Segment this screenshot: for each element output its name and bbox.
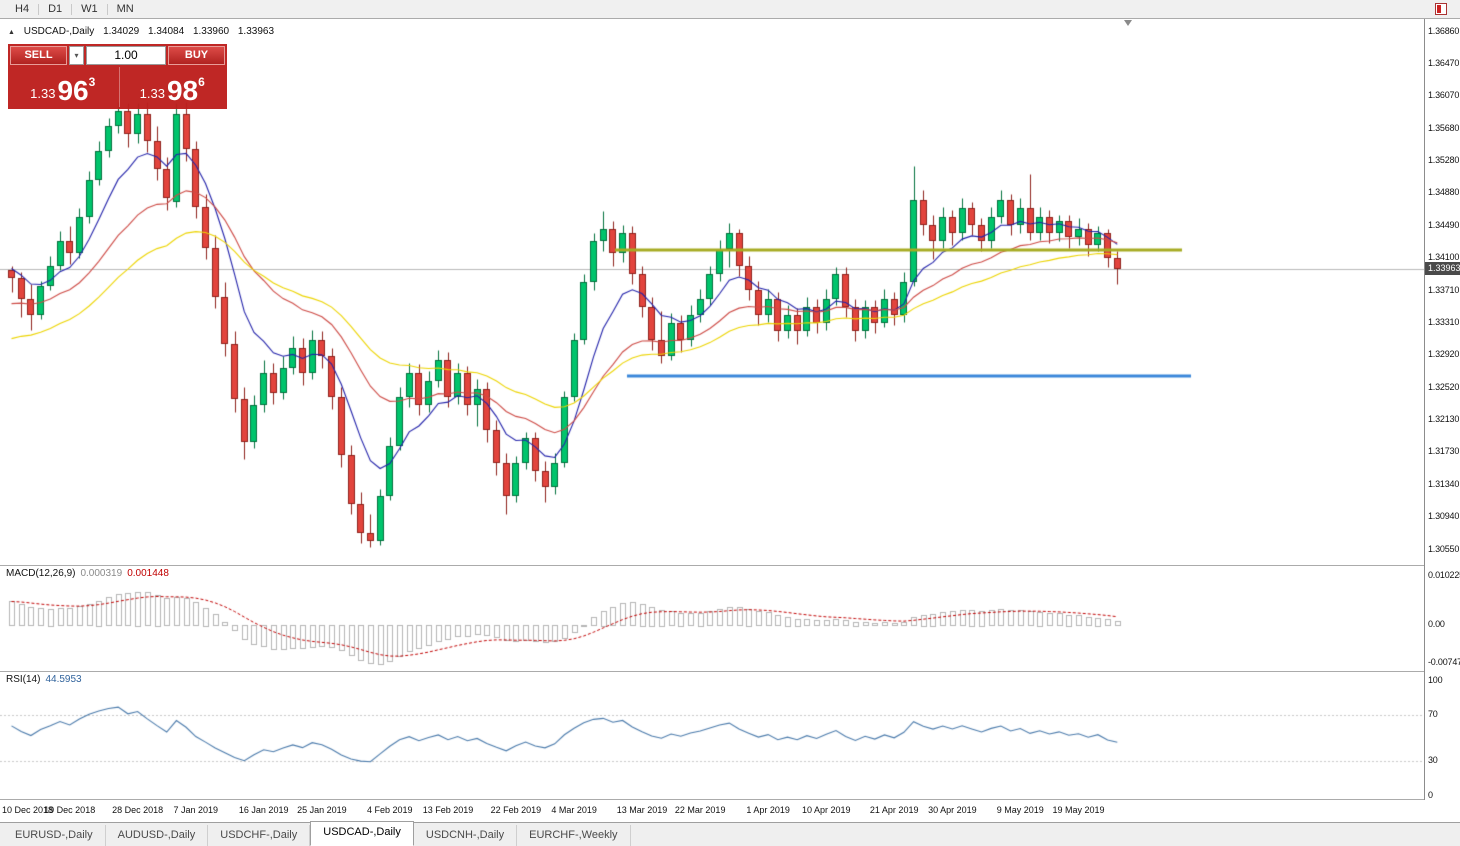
time-axis[interactable]: 10 Dec 2018 19 Dec 2018 28 Dec 2018 7 Jan 2… — [0, 800, 1424, 822]
time-axis-label: 16 Jan 2019 — [238, 805, 289, 815]
tab-usdcad-daily[interactable]: USDCAD-,Daily — [310, 821, 414, 846]
panel-separator[interactable] — [0, 671, 1460, 672]
time-axis-label: 21 Apr 2019 — [869, 805, 919, 815]
current-price-badge: 1.33963 — [1425, 262, 1460, 275]
buy-price-pip-digit: 6 — [198, 75, 205, 89]
price-axis-label: 1.33710 — [1428, 284, 1460, 295]
chart-shift-marker-icon[interactable] — [1124, 20, 1132, 26]
price-axis-label: 1.30940 — [1428, 511, 1460, 522]
rsi-axis-label: 100 — [1428, 674, 1443, 685]
ohlc-open: 1.34029 — [103, 26, 140, 37]
chart-window-icon[interactable] — [1435, 3, 1447, 15]
time-axis-label: 10 Dec 2018 — [2, 805, 54, 815]
time-axis-label: 10 Apr 2019 — [802, 805, 851, 815]
ohlc-high: 1.34084 — [148, 26, 185, 37]
time-axis-label: 1 Apr 2019 — [746, 805, 790, 815]
timeframe-w1-button[interactable]: W1 — [81, 3, 98, 15]
chart-symbol-label: USDCAD-,Daily — [23, 26, 95, 37]
panel-separator[interactable] — [0, 565, 1460, 566]
sell-price-small-digits: 1.33 — [30, 86, 56, 101]
rsi-axis-label: 0 — [1428, 789, 1433, 800]
time-axis-label: 22 Feb 2019 — [490, 805, 542, 815]
tab-eurusd-daily[interactable]: EURUSD-,Daily — [3, 825, 106, 846]
buy-button[interactable]: BUY — [168, 46, 225, 65]
toolbar-separator — [38, 3, 40, 15]
macd-indicator-readout: MACD(12,26,9) 0.000319 0.001448 — [6, 568, 169, 579]
time-axis-label: 13 Mar 2019 — [616, 805, 668, 815]
rsi-axis-label: 30 — [1428, 755, 1438, 765]
price-axis-label: 1.35280 — [1428, 155, 1460, 165]
price-axis-label: 1.31730 — [1428, 446, 1460, 457]
toolbar-separator — [106, 3, 108, 15]
timeframe-toolbar: H4 D1 W1 MN — [0, 0, 1460, 19]
timeframe-d1-button[interactable]: D1 — [48, 3, 63, 15]
one-click-controls-row: SELL ▾ 1.00 BUY — [10, 46, 225, 65]
ohlc-low: 1.33960 — [192, 26, 230, 37]
macd-axis-label: -0.007475 — [1428, 656, 1460, 667]
price-axis-label: 1.34880 — [1428, 187, 1460, 198]
price-axis-label: 1.34490 — [1428, 219, 1460, 230]
sell-button[interactable]: SELL — [10, 46, 67, 65]
one-click-trading-panel: SELL ▾ 1.00 BUY 1.33 96 3 1.33 98 6 — [8, 44, 227, 109]
price-axis-label: 1.31340 — [1428, 478, 1460, 489]
panel-separator[interactable] — [0, 799, 1460, 800]
chart-tab-bar: EURUSD-,Daily AUDUSD-,Daily USDCHF-,Daily U… — [0, 821, 1460, 846]
time-axis-label: 25 Jan 2019 — [297, 805, 347, 815]
buy-price-display[interactable]: 1.33 98 6 — [118, 67, 226, 107]
rsi-value: 44.5953 — [45, 674, 82, 685]
ohlc-close: 1.33963 — [237, 26, 275, 37]
chart-ohlc-readout: ▲ USDCAD-,Daily 1.34029 1.34084 1.33960 … — [8, 26, 280, 37]
tab-eurchf-weekly[interactable]: EURCHF-,Weekly — [517, 825, 631, 846]
macd-main-value: 0.000319 — [80, 568, 123, 579]
time-axis-label: 30 Apr 2019 — [928, 805, 977, 815]
time-axis-label: 19 Dec 2018 — [44, 805, 96, 815]
price-axis-label: 1.30550 — [1428, 543, 1460, 554]
timeframe-mn-button[interactable]: MN — [116, 3, 134, 15]
time-axis-label: 19 May 2019 — [1052, 805, 1105, 815]
sell-price-pip-digit: 3 — [88, 75, 96, 89]
buy-price-small-digits: 1.33 — [139, 86, 165, 101]
price-axis-label: 1.33310 — [1428, 316, 1460, 327]
rsi-title: RSI(14) — [6, 674, 41, 685]
time-axis-label: 28 Dec 2018 — [112, 805, 164, 815]
tab-audusd-daily[interactable]: AUDUSD-,Daily — [106, 825, 209, 846]
price-axis-label: 1.36470 — [1428, 57, 1460, 68]
buy-price-big-digits: 98 — [166, 75, 199, 107]
time-axis-label: 4 Mar 2019 — [551, 805, 597, 815]
one-click-quotes-row: 1.33 96 3 1.33 98 6 — [10, 67, 225, 107]
one-click-collapse-arrow-icon[interactable]: ▲ — [8, 29, 15, 36]
price-axis-label: 1.35680 — [1428, 122, 1460, 133]
sell-price-big-digits: 96 — [57, 75, 89, 107]
rsi-axis-label: 70 — [1428, 709, 1438, 719]
price-axis-label: 1.34100 — [1428, 252, 1460, 263]
volume-input[interactable]: 1.00 — [86, 46, 166, 65]
rsi-indicator-readout: RSI(14) 44.5953 — [6, 674, 82, 685]
price-axis-label: 1.32920 — [1428, 349, 1460, 360]
price-axis-label: 1.36070 — [1428, 90, 1460, 101]
time-axis-label: 7 Jan 2019 — [173, 805, 219, 815]
price-axis-label: 1.32130 — [1428, 414, 1460, 424]
macd-axis-label: 0.00 — [1428, 618, 1445, 629]
macd-signal-value: 0.001448 — [127, 568, 169, 579]
tab-usdcnh-daily[interactable]: USDCNH-,Daily — [414, 825, 518, 846]
time-axis-label: 13 Feb 2019 — [422, 805, 474, 815]
price-axis-label: 1.32520 — [1428, 381, 1460, 392]
chart-window-icon-bar — [1437, 5, 1441, 13]
price-axis-label: 1.36860 — [1428, 25, 1460, 36]
tab-usdchf-daily[interactable]: USDCHF-,Daily — [208, 825, 311, 846]
toolbar-separator — [71, 3, 73, 15]
price-chart-canvas[interactable] — [0, 19, 1424, 565]
macd-title: MACD(12,26,9) — [6, 568, 76, 579]
macd-axis-label: 0.010225 — [1428, 569, 1460, 580]
sell-price-display[interactable]: 1.33 96 3 — [10, 67, 116, 107]
volume-dropdown-button[interactable]: ▾ — [69, 46, 84, 65]
macd-panel-canvas[interactable] — [0, 566, 1424, 671]
time-axis-label: 9 May 2019 — [996, 805, 1044, 815]
time-axis-label: 4 Feb 2019 — [367, 805, 413, 815]
rsi-panel-canvas[interactable] — [0, 672, 1424, 799]
price-axis[interactable]: 1.36860 1.36470 1.36070 1.35680 1.35280 1.348… — [1424, 19, 1460, 800]
time-axis-label: 22 Mar 2019 — [674, 805, 726, 815]
timeframe-h4-button[interactable]: H4 — [15, 3, 30, 15]
